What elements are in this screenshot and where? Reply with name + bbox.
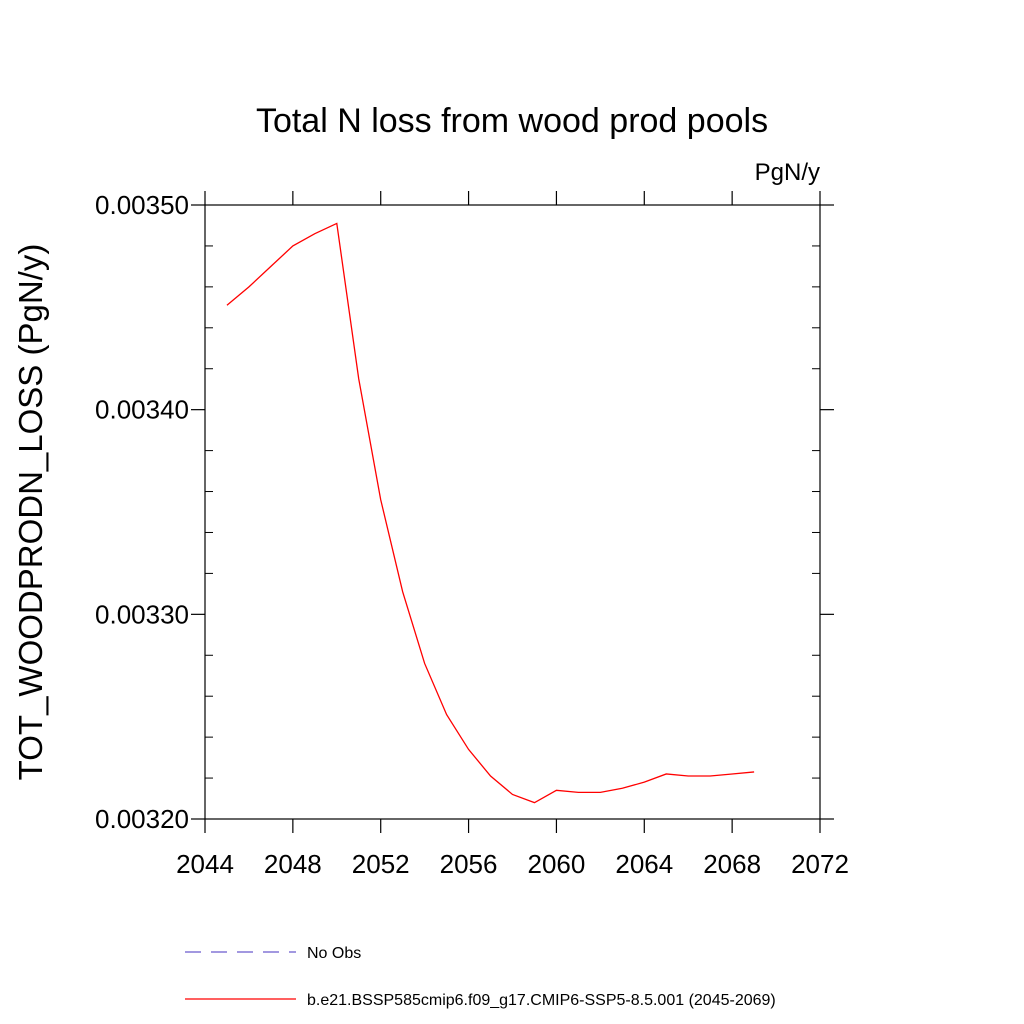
x-tick-label: 2072 bbox=[791, 849, 849, 879]
units-label: PgN/y bbox=[755, 159, 820, 186]
x-tick-label: 2068 bbox=[703, 849, 761, 879]
y-axis-label: TOT_WOODPRODN_LOSS (PgN/y) bbox=[12, 244, 49, 781]
axis-ticks: 2044 2048 2052 2056 2060 2064 2068 2072 0.00320 0… bbox=[95, 190, 849, 879]
y-tick-label: 0.00340 bbox=[95, 395, 189, 425]
x-tick-label: 2052 bbox=[352, 849, 410, 879]
legend: No Obs b.e21.BSSP585cmip6.f09_g17.CMIP6-S… bbox=[185, 945, 776, 1009]
y-tick-label: 0.00320 bbox=[95, 804, 189, 834]
x-tick-label: 2060 bbox=[528, 849, 586, 879]
x-tick-label: 2064 bbox=[615, 849, 673, 879]
chart-title: Total N loss from wood prod pools bbox=[256, 102, 768, 140]
x-tick-label: 2044 bbox=[176, 849, 234, 879]
y-tick-label: 0.00330 bbox=[95, 599, 189, 629]
plot-frame bbox=[204, 204, 821, 820]
y-tick-label: 0.00350 bbox=[95, 190, 189, 220]
legend-label: No Obs bbox=[307, 945, 361, 962]
x-tick-label: 2056 bbox=[440, 849, 498, 879]
series-line bbox=[226, 222, 755, 804]
series-lines bbox=[226, 222, 755, 804]
legend-label: b.e21.BSSP585cmip6.f09_g17.CMIP6-SSP5-8.… bbox=[307, 992, 776, 1009]
x-tick-label: 2048 bbox=[264, 849, 322, 879]
